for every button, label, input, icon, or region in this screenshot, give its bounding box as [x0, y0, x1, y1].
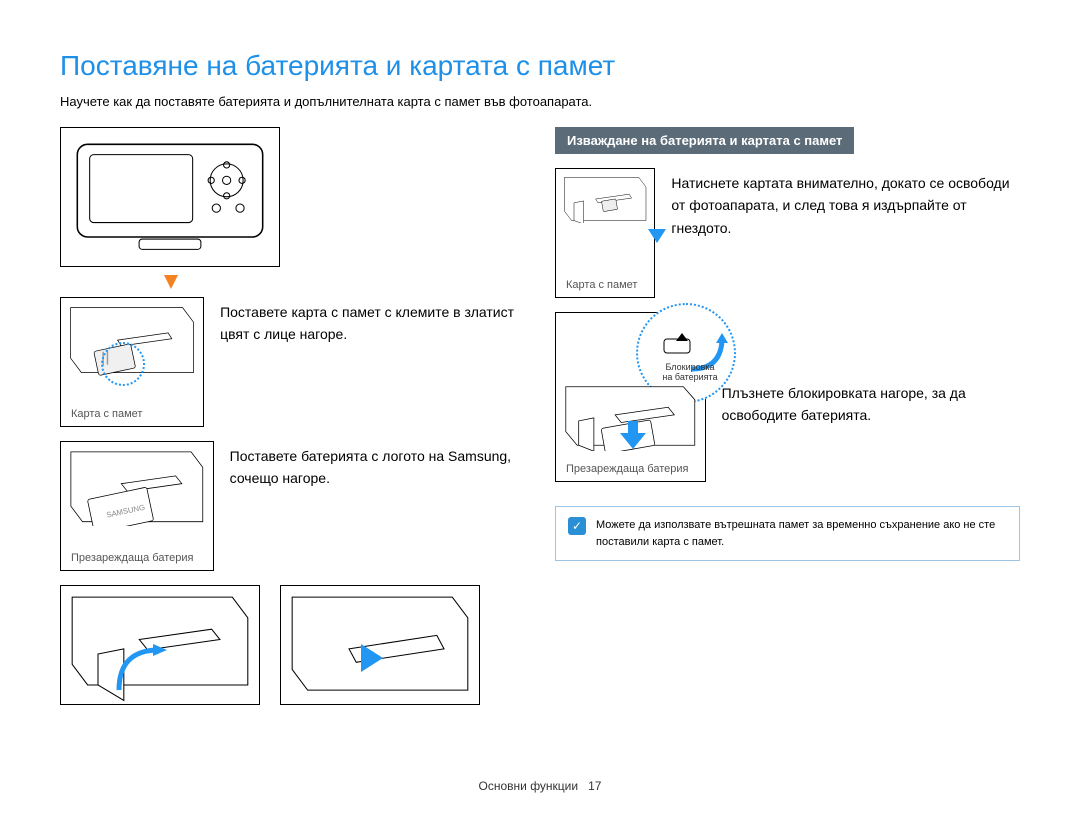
blue-down-arrow-icon — [648, 229, 666, 243]
battery-caption: Презареждаща батерия — [65, 548, 199, 568]
curve-arrow-icon — [109, 640, 169, 700]
diagram-close-1 — [60, 585, 260, 705]
remove-battery-caption: Презареждаща батерия — [560, 459, 694, 479]
page-title: Поставяне на батерията и картата с памет — [60, 50, 1020, 82]
step-remove-card: Карта с памет Натиснете картата внимател… — [555, 168, 1020, 298]
camera-back-icon — [67, 134, 273, 258]
diagram-remove-battery: Блокировка на батерията Презареждаща бат… — [555, 312, 706, 482]
lock-label: Блокировка на батерията — [660, 363, 720, 383]
diagram-insert-card: Карта с памет — [60, 297, 204, 427]
battery-insert-icon: SAMSUNG — [67, 448, 207, 526]
step2-text: Поставете батерията с логото на Samsung,… — [230, 441, 525, 571]
dotted-focus-icon — [101, 342, 145, 386]
step-remove-battery: Блокировка на батерията Презареждаща бат… — [555, 312, 1020, 482]
orange-down-arrow-icon — [164, 275, 178, 289]
content-columns: Карта с памет Поставете карта с памет с … — [60, 127, 1020, 705]
footer-section: Основни функции — [479, 779, 579, 793]
diagram-remove-card: Карта с памет — [555, 168, 655, 298]
remove-card-caption: Карта с памет — [560, 275, 643, 295]
card-caption: Карта с памет — [65, 404, 148, 424]
blue-right-arrow-icon — [361, 644, 383, 672]
remove-battery-text: Плъзнете блокировката нагоре, за да осво… — [722, 312, 1020, 482]
remove-card-text: Натиснете картата внимателно, докато се … — [671, 168, 1020, 298]
page-footer: Основни функции 17 — [0, 779, 1080, 793]
left-column: Карта с памет Поставете карта с памет с … — [60, 127, 525, 705]
card-remove-icon — [562, 175, 648, 223]
note-check-icon: ✓ — [568, 517, 586, 535]
note-text: Можете да използвате вътрешната памет за… — [596, 517, 1007, 550]
step-close-door — [60, 585, 525, 705]
remove-header: Изваждане на батерията и картата с памет — [555, 127, 854, 154]
step-insert-battery: SAMSUNG Презареждаща батерия Поставете б… — [60, 441, 525, 571]
blue-down-arrow-2-icon — [620, 421, 646, 454]
step-insert-card: Карта с памет Поставете карта с памет с … — [60, 297, 525, 427]
step1-text: Поставете карта с памет с клемите в злат… — [220, 297, 525, 427]
diagram-close-2 — [280, 585, 480, 705]
diagram-camera-top — [60, 127, 280, 267]
diagram-insert-battery: SAMSUNG Презареждаща батерия — [60, 441, 214, 571]
note-box: ✓ Можете да използвате вътрешната памет … — [555, 506, 1020, 561]
footer-page: 17 — [588, 779, 601, 793]
intro-text: Научете как да поставяте батерията и доп… — [60, 94, 1020, 109]
right-column: Изваждане на батерията и картата с памет… — [555, 127, 1020, 705]
